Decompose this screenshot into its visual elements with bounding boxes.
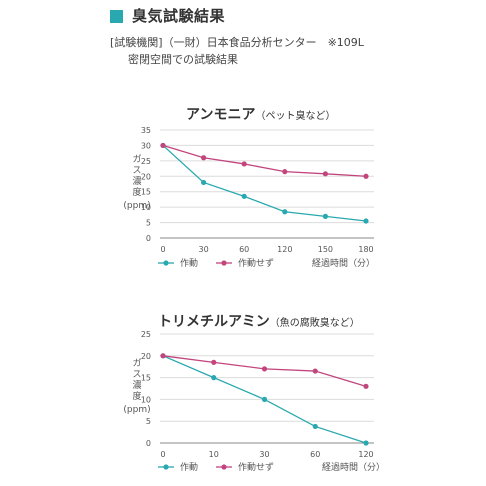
chart2-legend-label-0: 作動 (180, 461, 198, 473)
chart1-legend-label-0: 作動 (180, 257, 198, 269)
chart2-y-tick-15: 15 (141, 374, 151, 383)
chart2-y-tick-20: 20 (141, 352, 151, 361)
chart1-y-tick-5: 5 (146, 219, 151, 228)
chart1-title-sub: （ペット臭など） (255, 111, 336, 122)
chart2-series-0-point-3 (312, 423, 318, 430)
chart1-series-0-point-1 (201, 179, 207, 186)
chart2-y-label-char: ガ (132, 358, 141, 369)
chart1-legend-marker-0 (163, 260, 169, 266)
chart2-legend-label-1: 作動せず (238, 461, 274, 473)
chart2-series-0-point-2 (261, 396, 268, 402)
chart1-series-1-point-3 (282, 169, 288, 175)
chart1-y-label-unit: (ppm) (123, 201, 150, 211)
chart1-series-1-point-4 (322, 171, 328, 177)
chart1-y-tick-15: 15 (141, 188, 151, 197)
chart1-title: アンモニア（ペット臭など） (186, 104, 335, 124)
chart1-series-0-point-3 (282, 209, 288, 215)
chart1-series-0-point-2 (241, 193, 247, 199)
chart1-x-tick-30: 30 (199, 245, 209, 254)
chart1-x-tick-150: 150 (318, 245, 333, 254)
chart1-y-tick-20: 20 (141, 172, 151, 181)
chart2-series-0-point-4 (363, 440, 369, 446)
chart1-title-main: アンモニア (186, 107, 256, 123)
chart1-x-tick-180: 180 (358, 245, 373, 254)
chart2-y-tick-0: 0 (146, 439, 151, 448)
chart2-y-label-unit: (ppm) (123, 405, 150, 415)
chart1-y-tick-0: 0 (146, 234, 151, 243)
header-square-icon (110, 10, 123, 23)
chart2-x-tick-60: 60 (310, 450, 320, 459)
chart2-y-tick-5: 5 (146, 417, 151, 426)
chart1-series-1-point-5 (363, 173, 369, 179)
chart1-y-label-char: ガ (132, 154, 141, 165)
test-condition-info: 密閉空間での試験結果 (128, 53, 238, 66)
chart2-y-label-char: 濃 (132, 379, 141, 391)
chart1-series-line-0 (162, 144, 367, 222)
chart1-y-label-char: ス (132, 166, 141, 176)
chart2-series-1-point-2 (261, 366, 268, 372)
chart2-y-tick-25: 25 (141, 330, 151, 339)
chart1-y-label-char: 濃 (132, 175, 141, 187)
chart1-y-tick-35: 35 (141, 126, 151, 135)
test-institution-info: [試験機関]（一財）日本食品分析センター ※109L (110, 36, 364, 49)
chart1-series-1-point-2 (241, 161, 247, 167)
chart1-series-0-point-5 (363, 218, 369, 224)
chart1-legend-marker-1 (221, 260, 227, 266)
chart2-y-label-char: 度 (132, 390, 141, 402)
chart1-y-tick-25: 25 (141, 157, 151, 166)
chart1-x-tick-120: 120 (277, 245, 292, 254)
chart2-title: トリメチルアミン（魚の腐敗臭など） (158, 311, 360, 331)
chart2-y-tick-10: 10 (141, 395, 151, 404)
chart1-series-1-point-1 (201, 155, 207, 161)
chart1-x-tick-60: 60 (239, 245, 249, 254)
chart2-legend-marker-1 (221, 464, 227, 470)
chart1-x-label: 経過時間（分） (312, 257, 375, 269)
chart1-y-tick-10: 10 (141, 203, 151, 212)
chart2-y-label-char: ス (132, 370, 141, 380)
chart1-y-label-char: 度 (132, 186, 141, 198)
chart2-x-tick-120: 120 (358, 450, 373, 459)
chart2-series-1-point-3 (312, 368, 318, 374)
chart2-x-tick-30: 30 (259, 450, 269, 459)
chart2-legend-marker-0 (163, 464, 169, 470)
chart2-series-1-point-4 (363, 383, 369, 389)
page-title: 臭気試験結果 (132, 7, 226, 25)
chart2-x-tick-10: 10 (209, 450, 219, 459)
chart2-title-main: トリメチルアミン (158, 314, 270, 330)
chart2-x-label: 経過時間（分） (322, 461, 385, 473)
chart2-series-1-point-1 (211, 359, 217, 365)
chart1-y-tick-30: 30 (141, 141, 151, 150)
chart1-series-0-point-4 (322, 213, 328, 219)
chart1-series-line-1 (162, 144, 367, 177)
chart1-x-tick-0: 0 (160, 245, 165, 254)
chart2-series-1-point-0 (160, 353, 166, 359)
chart1-legend-label-1: 作動せず (238, 257, 274, 269)
chart2-title-sub: （魚の腐敗臭など） (269, 318, 360, 329)
chart2-series-0-point-1 (211, 375, 217, 381)
chart2-x-tick-0: 0 (160, 450, 165, 459)
chart1-series-1-point-0 (160, 142, 166, 149)
